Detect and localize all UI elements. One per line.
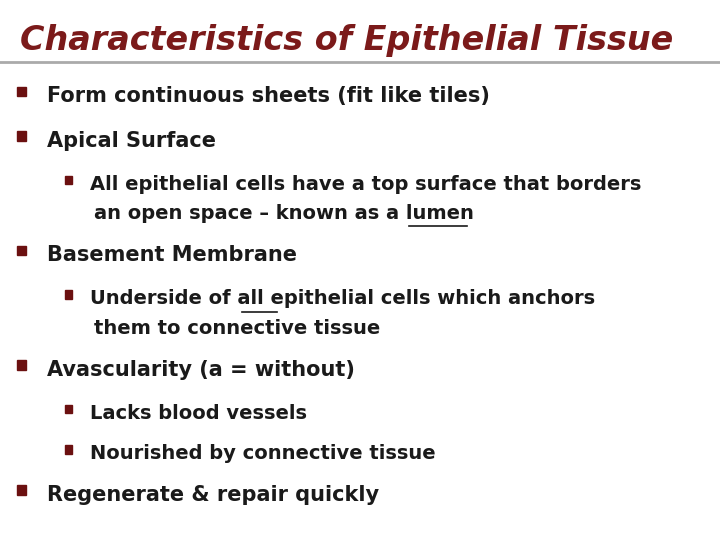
Text: Regenerate & repair quickly: Regenerate & repair quickly <box>47 485 379 505</box>
Bar <box>65 291 72 299</box>
Text: Avascularity (a = without): Avascularity (a = without) <box>47 360 355 380</box>
Bar <box>65 446 72 454</box>
Text: an open space – known as a lumen: an open space – known as a lumen <box>94 204 474 223</box>
Bar <box>17 131 26 140</box>
Bar <box>17 87 26 96</box>
Bar <box>17 360 26 369</box>
Text: Lacks blood vessels: Lacks blood vessels <box>90 404 307 423</box>
Bar <box>65 405 72 414</box>
Text: All epithelial cells have a top surface that borders: All epithelial cells have a top surface … <box>90 175 642 194</box>
Text: Basement Membrane: Basement Membrane <box>47 245 297 265</box>
Text: Underside of all epithelial cells which anchors: Underside of all epithelial cells which … <box>90 289 595 308</box>
Text: Apical Surface: Apical Surface <box>47 131 216 151</box>
Text: Characteristics of Epithelial Tissue: Characteristics of Epithelial Tissue <box>20 24 673 57</box>
Bar <box>65 176 72 185</box>
Text: Nourished by connective tissue: Nourished by connective tissue <box>90 444 436 463</box>
Bar <box>17 485 26 495</box>
Bar <box>17 246 26 255</box>
Text: Form continuous sheets (fit like tiles): Form continuous sheets (fit like tiles) <box>47 86 490 106</box>
Text: them to connective tissue: them to connective tissue <box>94 319 380 338</box>
